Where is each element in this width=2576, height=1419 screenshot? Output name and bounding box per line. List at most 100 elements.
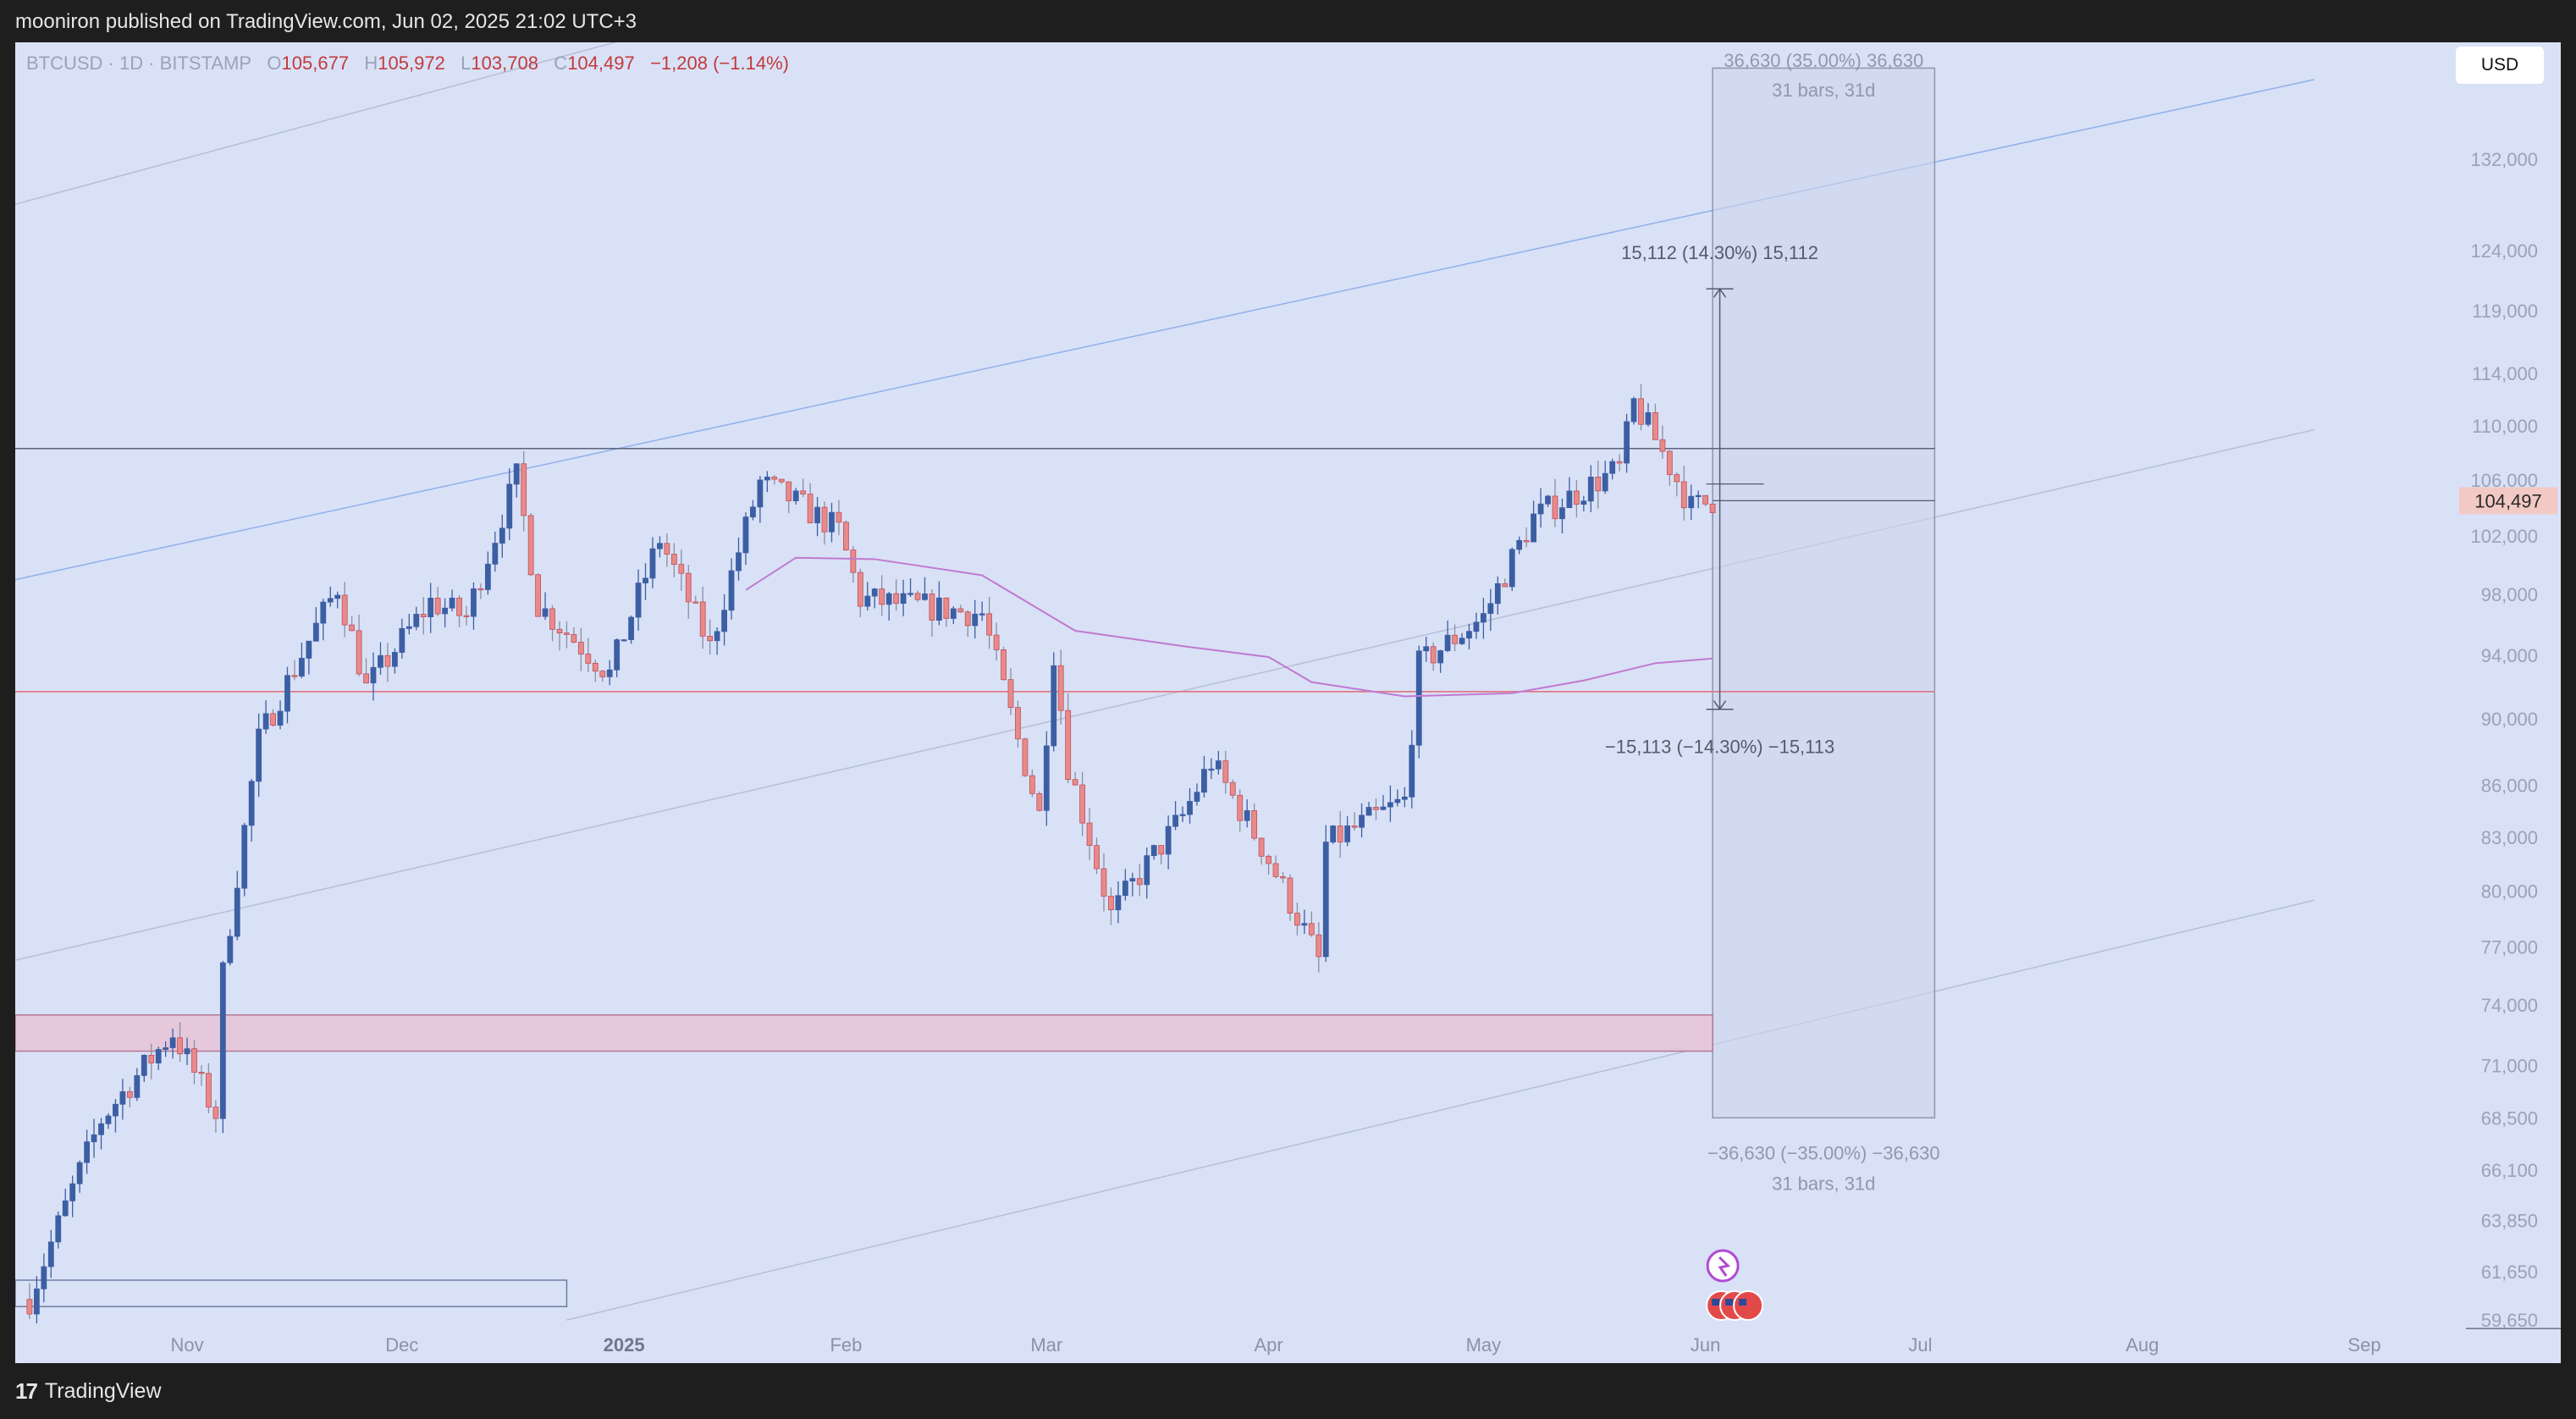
candle-body-up <box>1187 801 1193 815</box>
candle-body-down <box>1674 474 1680 483</box>
candle <box>1437 649 1444 673</box>
candle <box>664 533 670 567</box>
candle <box>1587 465 1594 512</box>
candle-body-down <box>1237 794 1244 821</box>
candle <box>750 500 756 521</box>
candle <box>1401 787 1408 808</box>
candle <box>527 513 534 577</box>
candle-body-down <box>957 608 964 613</box>
candle-body-up <box>1344 825 1351 842</box>
candle <box>76 1160 83 1193</box>
candle <box>1537 488 1544 527</box>
candle-body-down <box>341 594 348 626</box>
candle <box>212 1100 219 1133</box>
candle-body-up <box>442 607 449 615</box>
candle-body-down <box>291 675 298 677</box>
candle <box>499 514 505 558</box>
trend-line <box>15 79 2314 581</box>
brand-label: TradingView <box>44 1379 162 1403</box>
candle-body-up <box>513 463 520 485</box>
candle-body-down <box>1229 781 1236 796</box>
candle-body-down <box>1351 825 1358 828</box>
trend-line <box>15 42 618 205</box>
candle-body-down <box>363 673 369 684</box>
candle-body-down <box>707 636 714 642</box>
candle <box>1373 798 1379 821</box>
candle-body-up <box>864 595 871 607</box>
candle <box>800 478 807 498</box>
candle-body-up <box>979 613 985 616</box>
candle-body-up <box>163 1047 169 1050</box>
candle-body-up <box>47 1241 54 1267</box>
candle-body-up <box>284 675 290 712</box>
range-top-bars-label: 31 bars, 31d <box>1772 80 1875 101</box>
candle <box>885 592 892 621</box>
candle-body-up <box>1144 855 1150 886</box>
candle-body-up <box>1401 796 1408 800</box>
candle-body-down <box>778 478 785 483</box>
candle-body-up <box>141 1054 147 1076</box>
candle <box>477 583 484 599</box>
candle-body-up <box>1043 745 1050 811</box>
candle <box>807 483 814 524</box>
candle <box>1308 911 1315 937</box>
candle-body-up <box>628 616 634 640</box>
candle <box>320 599 327 641</box>
candle <box>1115 881 1122 924</box>
candle-body-down <box>1316 934 1322 958</box>
candle-body-up <box>728 570 735 611</box>
candle <box>628 616 634 644</box>
candle <box>621 639 627 642</box>
candle-body-down <box>800 490 807 494</box>
candle-body-down <box>26 1299 33 1315</box>
candle <box>950 606 957 625</box>
candle <box>155 1046 162 1071</box>
candle-body-down <box>1222 760 1229 783</box>
candle <box>262 700 269 734</box>
candle-body-up <box>449 597 455 609</box>
candle-body-up <box>1423 646 1430 652</box>
candle <box>1294 903 1300 936</box>
last-price-text: 104,497 <box>2474 490 2542 511</box>
candle <box>312 607 319 642</box>
candle-body-up <box>392 652 398 667</box>
candle-body-up <box>736 552 742 571</box>
candle <box>542 592 549 621</box>
candle <box>1616 454 1623 472</box>
candle <box>1136 864 1143 897</box>
candle-body-down <box>1502 583 1509 588</box>
candle <box>599 670 606 682</box>
candle <box>1029 770 1035 798</box>
candle-body-up <box>1688 495 1695 509</box>
candle <box>1051 652 1057 752</box>
candle <box>1179 806 1186 822</box>
candle-body-up <box>1645 411 1652 425</box>
candle <box>742 512 749 566</box>
arrow-down-label: −15,113 (−14.30%) −15,113 <box>1605 737 1834 758</box>
x-tick-label: Mar <box>1030 1334 1062 1356</box>
candle-body-down <box>477 588 484 591</box>
candle <box>256 713 262 798</box>
chart-area[interactable]: 36,630 (35.00%) 36,630 31 bars, 31d 15,112… <box>15 42 2561 1363</box>
candle <box>1108 887 1114 925</box>
x-tick-label: Aug <box>2126 1334 2159 1356</box>
candle-body-down <box>1136 878 1143 886</box>
candle <box>678 549 685 591</box>
candle-body-up <box>871 588 878 597</box>
candle-body-up <box>306 640 312 659</box>
currency-button[interactable]: USD <box>2456 47 2544 84</box>
candle <box>1251 803 1258 841</box>
candle <box>413 606 420 631</box>
price-chart[interactable]: 36,630 (35.00%) 36,630 31 bars, 31d 15,112… <box>15 42 2561 1363</box>
candle-body-down <box>1100 868 1107 897</box>
y-tick-label: 94,000 <box>2481 645 2538 666</box>
candle-body-down <box>564 632 570 635</box>
candle-body-up <box>370 666 377 684</box>
candle <box>1430 642 1437 671</box>
tradingview-brand[interactable]: 17 TradingView <box>15 1378 162 1405</box>
candle <box>606 660 613 686</box>
low-key: L <box>461 52 472 74</box>
open-value: 105,677 <box>281 52 350 74</box>
candle <box>1057 649 1064 725</box>
candle-body-up <box>721 610 727 632</box>
